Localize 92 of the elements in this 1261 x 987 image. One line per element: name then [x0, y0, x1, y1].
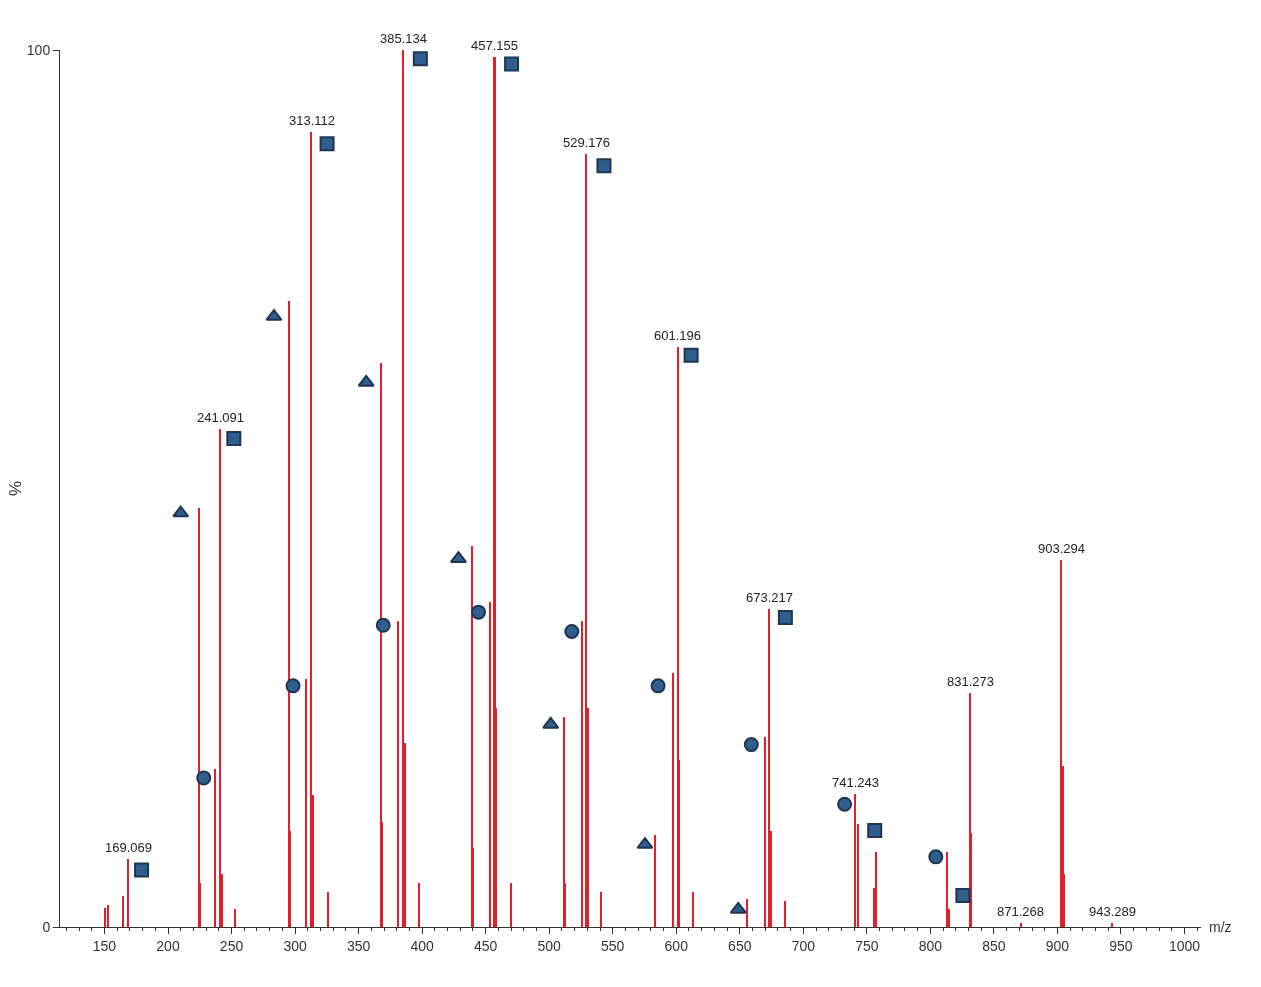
bar: [327, 892, 329, 927]
annotation: 241.091: [197, 410, 244, 425]
annotation: 313.112: [289, 113, 336, 128]
bar: [489, 602, 491, 927]
point: [375, 617, 391, 633]
annotation: 169.069: [105, 840, 152, 855]
annotation: 741.243: [832, 775, 879, 790]
annotation: 529.176: [563, 135, 610, 150]
x-tick-label: 450: [473, 937, 498, 954]
bar: [402, 50, 404, 927]
x-tick-label: 250: [219, 937, 244, 954]
bar: [1060, 560, 1062, 927]
bar: [1111, 923, 1113, 927]
point: [471, 604, 487, 620]
point: [777, 609, 793, 625]
bar: [310, 132, 312, 927]
bar: [1020, 923, 1022, 927]
x-tick-label: 500: [537, 937, 562, 954]
bar: [600, 892, 602, 927]
annotation: 673.217: [746, 590, 793, 605]
bar: [198, 508, 200, 927]
bar: [104, 908, 106, 927]
bar: [768, 609, 770, 927]
annotation: 903.294: [1038, 541, 1085, 556]
annotation: 943.289: [1089, 904, 1136, 919]
point: [196, 770, 212, 786]
bar: [764, 737, 766, 927]
x-tick-label: 850: [982, 937, 1006, 954]
bar: [784, 901, 786, 927]
annotation: 831.273: [947, 674, 994, 689]
x-tick-label: 650: [728, 937, 752, 954]
point: [134, 862, 150, 878]
bar: [214, 769, 216, 927]
bar: [107, 905, 109, 927]
x-tick-label: 150: [92, 937, 117, 954]
x-tick-label: 300: [283, 937, 307, 954]
annotation: 385.134: [380, 31, 427, 46]
point: [226, 431, 242, 447]
point: [955, 887, 971, 903]
bar: [581, 621, 583, 927]
bar: [875, 852, 877, 927]
point: [650, 678, 666, 694]
bar: [946, 852, 948, 927]
bar: [746, 899, 748, 927]
bar: [854, 794, 856, 927]
annotation: 601.196: [654, 328, 701, 343]
point: [319, 136, 335, 152]
x-tick-label: 700: [791, 937, 816, 954]
x-tick-label: 200: [156, 937, 180, 954]
x-tick-label: 800: [918, 937, 943, 954]
bar: [510, 883, 512, 927]
bar: [234, 909, 236, 927]
point: [837, 796, 853, 812]
bar: [127, 859, 129, 927]
x-tick-label: 350: [346, 937, 371, 954]
x-tick-label: 750: [855, 937, 879, 954]
x-tick-label: 950: [1109, 937, 1133, 954]
bar: [397, 621, 399, 927]
x-tick-label: 1000: [1168, 937, 1201, 954]
bar: [305, 679, 307, 927]
bar: [418, 883, 420, 927]
bar: [692, 892, 694, 927]
y-tick-label: 100: [26, 41, 51, 58]
x-tick-label: 550: [601, 937, 625, 954]
annotation: 457.155: [471, 38, 518, 53]
point: [564, 623, 580, 639]
point: [504, 56, 520, 72]
bar: [493, 57, 496, 927]
point: [285, 678, 301, 694]
point: [928, 849, 944, 865]
y-axis-title: %: [6, 480, 26, 497]
point: [867, 823, 883, 839]
bar: [672, 673, 674, 927]
bar: [585, 154, 587, 927]
point: [683, 347, 699, 363]
point: [172, 505, 190, 518]
point: [743, 737, 759, 753]
x-tick-label: 900: [1045, 937, 1070, 954]
point: [412, 51, 428, 67]
point: [357, 374, 375, 387]
annotation: 871.268: [997, 904, 1044, 919]
bar: [563, 717, 565, 927]
x-axis-title: m/z: [1209, 919, 1232, 935]
point: [596, 158, 612, 174]
x-tick-label: 600: [664, 937, 689, 954]
bar: [122, 896, 124, 927]
bar: [219, 429, 221, 927]
point: [542, 716, 560, 729]
y-tick-label: 0: [42, 918, 51, 935]
point: [729, 901, 747, 914]
x-tick-label: 400: [410, 937, 435, 954]
bar: [654, 835, 656, 927]
